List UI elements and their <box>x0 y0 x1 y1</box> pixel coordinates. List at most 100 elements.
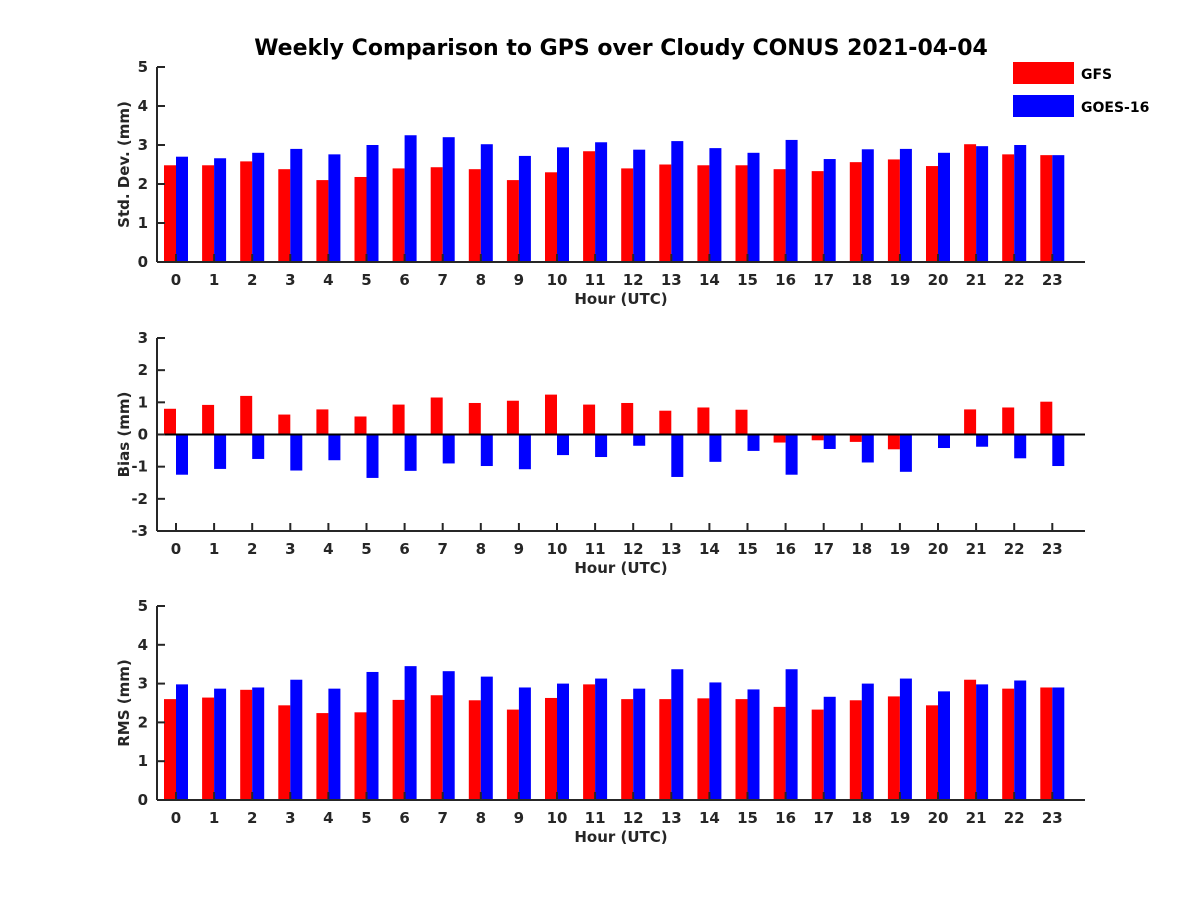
bar-rms-goes16-3 <box>290 679 303 800</box>
bar-std-dev-goes16-18 <box>861 149 874 262</box>
bar-std-dev-goes16-5 <box>366 145 379 262</box>
bar-bias-goes16-17 <box>823 434 836 449</box>
bar-rms-gfs-3 <box>278 705 291 800</box>
y-tick-label-bias: 3 <box>138 329 148 347</box>
bar-std-dev-goes16-21 <box>976 146 989 262</box>
bar-std-dev-gfs-19 <box>887 159 900 262</box>
y-tick-label-bias: -2 <box>131 490 148 508</box>
x-tick-label-std-dev: 5 <box>361 271 371 289</box>
y-tick-label-std-dev: 4 <box>138 97 148 115</box>
y-tick-label-rms: 3 <box>138 675 148 693</box>
bar-bias-goes16-6 <box>404 434 417 471</box>
bar-std-dev-goes16-4 <box>328 154 341 262</box>
x-tick-label-std-dev: 9 <box>514 271 524 289</box>
bar-bias-gfs-6 <box>392 404 405 435</box>
bar-std-dev-gfs-21 <box>964 144 977 262</box>
x-tick-label-rms: 19 <box>889 809 910 827</box>
bar-std-dev-goes16-12 <box>633 149 646 262</box>
x-tick-label-rms: 0 <box>171 809 181 827</box>
x-tick-label-std-dev: 1 <box>209 271 219 289</box>
x-tick-label-std-dev: 2 <box>247 271 257 289</box>
bar-std-dev-goes16-8 <box>480 144 493 262</box>
bar-std-dev-goes16-1 <box>214 158 227 262</box>
bar-std-dev-gfs-17 <box>811 171 824 262</box>
bar-rms-gfs-16 <box>773 706 786 800</box>
bar-bias-gfs-4 <box>316 409 329 435</box>
bar-bias-gfs-9 <box>506 400 519 435</box>
x-axis-label-bias: Hour (UTC) <box>574 559 667 577</box>
bar-rms-goes16-4 <box>328 688 341 800</box>
bar-rms-gfs-5 <box>354 712 367 800</box>
x-tick-label-bias: 15 <box>737 540 758 558</box>
x-tick-label-rms: 6 <box>399 809 409 827</box>
bar-bias-goes16-19 <box>899 434 912 472</box>
x-tick-label-rms: 17 <box>813 809 834 827</box>
bar-bias-gfs-7 <box>430 397 443 435</box>
x-tick-label-rms: 21 <box>966 809 987 827</box>
bar-rms-gfs-2 <box>240 689 253 800</box>
x-tick-label-bias: 2 <box>247 540 257 558</box>
y-tick-label-bias: 1 <box>138 393 148 411</box>
x-tick-label-bias: 18 <box>851 540 872 558</box>
bar-rms-goes16-14 <box>709 682 722 800</box>
bar-bias-goes16-9 <box>518 434 531 470</box>
bar-rms-goes16-0 <box>176 684 188 800</box>
x-tick-label-rms: 10 <box>547 809 568 827</box>
bar-std-dev-gfs-3 <box>278 169 291 262</box>
bar-std-dev-gfs-4 <box>316 180 329 262</box>
x-tick-label-bias: 3 <box>285 540 295 558</box>
x-tick-label-std-dev: 3 <box>285 271 295 289</box>
bar-rms-gfs-19 <box>887 696 900 800</box>
bar-rms-goes16-1 <box>214 688 227 800</box>
x-tick-label-bias: 10 <box>547 540 568 558</box>
x-tick-label-bias: 13 <box>661 540 682 558</box>
x-tick-label-rms: 14 <box>699 809 720 827</box>
bar-bias-goes16-14 <box>709 434 722 462</box>
x-tick-label-std-dev: 22 <box>1004 271 1025 289</box>
bar-rms-gfs-0 <box>164 699 176 800</box>
x-tick-label-std-dev: 16 <box>775 271 796 289</box>
bar-rms-goes16-22 <box>1014 680 1027 800</box>
y-tick-label-bias: 2 <box>138 361 148 379</box>
bar-std-dev-goes16-19 <box>899 148 912 262</box>
x-axis-label-std-dev: Hour (UTC) <box>574 290 667 308</box>
chart-title: Weekly Comparison to GPS over Cloudy CON… <box>254 36 988 61</box>
bar-rms-goes16-11 <box>595 678 608 800</box>
x-tick-label-rms: 16 <box>775 809 796 827</box>
bar-bias-gfs-5 <box>354 416 367 435</box>
x-tick-label-bias: 11 <box>585 540 606 558</box>
bar-std-dev-goes16-7 <box>442 137 455 262</box>
bar-bias-gfs-18 <box>849 434 862 442</box>
bar-std-dev-goes16-0 <box>176 156 188 262</box>
bar-bias-gfs-15 <box>735 409 748 435</box>
bar-std-dev-gfs-18 <box>849 162 862 262</box>
bar-bias-gfs-16 <box>773 434 786 443</box>
bar-rms-goes16-10 <box>557 683 569 800</box>
bar-rms-goes16-7 <box>442 671 455 800</box>
x-tick-label-std-dev: 14 <box>699 271 720 289</box>
x-tick-label-bias: 8 <box>476 540 486 558</box>
bar-rms-gfs-23 <box>1040 687 1053 800</box>
x-tick-label-bias: 21 <box>966 540 987 558</box>
x-tick-label-rms: 4 <box>323 809 333 827</box>
bar-rms-gfs-20 <box>926 705 938 800</box>
y-tick-label-std-dev: 2 <box>138 175 148 193</box>
bar-rms-goes16-20 <box>938 691 950 800</box>
x-tick-label-bias: 6 <box>399 540 409 558</box>
bar-rms-goes16-13 <box>671 669 684 800</box>
bar-std-dev-goes16-13 <box>671 141 684 262</box>
bar-std-dev-goes16-20 <box>938 152 950 262</box>
bar-std-dev-gfs-8 <box>468 169 481 262</box>
bar-rms-gfs-22 <box>1002 688 1015 800</box>
bar-bias-gfs-13 <box>659 410 672 435</box>
y-tick-label-std-dev: 5 <box>138 58 148 76</box>
bar-bias-gfs-0 <box>164 408 176 435</box>
x-tick-label-rms: 20 <box>928 809 949 827</box>
x-tick-label-std-dev: 23 <box>1042 271 1063 289</box>
x-tick-label-rms: 12 <box>623 809 644 827</box>
legend-label-goes16: GOES-16 <box>1081 100 1149 116</box>
bar-std-dev-goes16-6 <box>404 135 417 262</box>
bar-bias-goes16-1 <box>214 434 227 469</box>
bar-bias-goes16-2 <box>252 434 265 459</box>
